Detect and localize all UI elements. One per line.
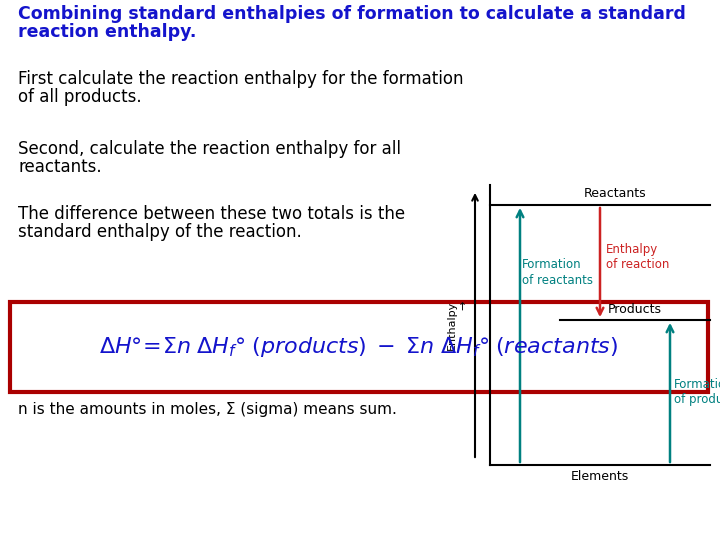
Text: n is the amounts in moles, Σ (sigma) means sum.: n is the amounts in moles, Σ (sigma) mea… [18, 402, 397, 417]
Text: First calculate the reaction enthalpy for the formation: First calculate the reaction enthalpy fo… [18, 70, 464, 88]
Text: reaction enthalpy.: reaction enthalpy. [18, 23, 197, 41]
Text: Formation
of products: Formation of products [674, 379, 720, 407]
Text: Enthalpy
→: Enthalpy → [446, 300, 468, 349]
Text: Enthalpy
of reaction: Enthalpy of reaction [606, 244, 670, 272]
Text: Combining standard enthalpies of formation to calculate a standard: Combining standard enthalpies of formati… [18, 5, 686, 23]
Text: reactants.: reactants. [18, 158, 102, 176]
Text: Second, calculate the reaction enthalpy for all: Second, calculate the reaction enthalpy … [18, 140, 401, 158]
Text: standard enthalpy of the reaction.: standard enthalpy of the reaction. [18, 223, 302, 241]
Text: The difference between these two totals is the: The difference between these two totals … [18, 205, 405, 223]
Text: of all products.: of all products. [18, 88, 142, 106]
Text: Formation
of reactants: Formation of reactants [522, 259, 593, 287]
Bar [10, 302, 708, 392]
Text: Reactants: Reactants [584, 187, 647, 200]
Text: Products: Products [608, 303, 662, 316]
Text: $\it{\Delta H°\!=\!\Sigma n\;\Delta H_f°\;(products)\;-\;\Sigma n\;\Delta H_f°\;: $\it{\Delta H°\!=\!\Sigma n\;\Delta H_f°… [99, 335, 618, 359]
Text: Elements: Elements [571, 470, 629, 483]
